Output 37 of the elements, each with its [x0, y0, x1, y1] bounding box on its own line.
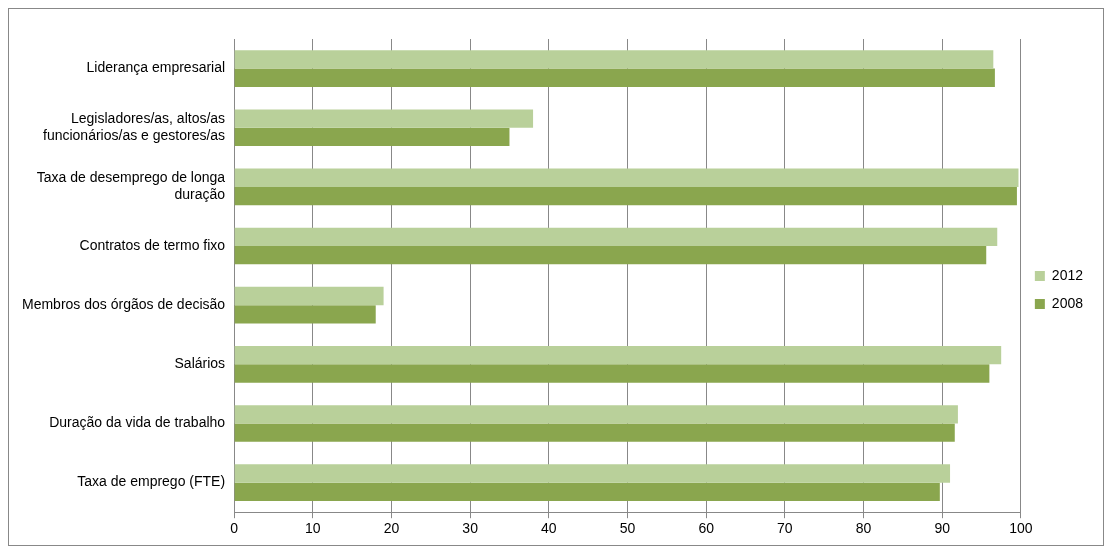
bar — [234, 405, 958, 424]
y-tick-label: Salários — [174, 355, 226, 372]
x-tick-label: 0 — [230, 520, 239, 537]
bar — [234, 305, 376, 324]
y-tick-label: Taxa de desemprego de longa duração — [36, 169, 226, 203]
bar — [234, 345, 1002, 365]
bar — [234, 227, 998, 247]
bar — [234, 168, 1019, 187]
x-tick-label: 90 — [934, 520, 951, 537]
bar — [234, 68, 995, 87]
bar — [234, 109, 534, 128]
bar — [234, 246, 987, 265]
x-tick-label: 80 — [855, 520, 872, 537]
bar — [234, 464, 951, 483]
y-tick-label: Legisladores/as, altos/as funcionários/as e gestores/as — [43, 110, 226, 143]
x-tick-label: 20 — [383, 520, 400, 537]
x-tick-label: 50 — [619, 520, 636, 537]
bar — [234, 482, 940, 501]
y-tick-label: Duração da vida de trabalho — [49, 414, 226, 431]
bar — [234, 50, 994, 69]
x-tick-label: 60 — [698, 520, 715, 537]
legend-label: 2008 — [1051, 294, 1084, 311]
y-tick-label: Taxa de emprego (FTE) — [77, 473, 226, 490]
x-tick-label: 40 — [541, 520, 557, 537]
bar — [234, 186, 1017, 206]
legend-label: 2012 — [1051, 266, 1084, 283]
y-tick-label: Membros dos órgãos de decisão — [22, 296, 226, 313]
x-tick-label: 100 — [1009, 520, 1033, 537]
x-tick-label: 70 — [777, 520, 793, 537]
y-tick-label: Contratos de termo fixo — [79, 236, 226, 253]
x-tick-label: 10 — [304, 520, 321, 537]
bar — [234, 423, 955, 442]
y-tick-label: Liderança empresarial — [86, 59, 226, 76]
x-tick-label: 30 — [462, 520, 479, 537]
bar — [234, 364, 990, 383]
bar — [234, 127, 510, 147]
bar — [234, 286, 384, 306]
